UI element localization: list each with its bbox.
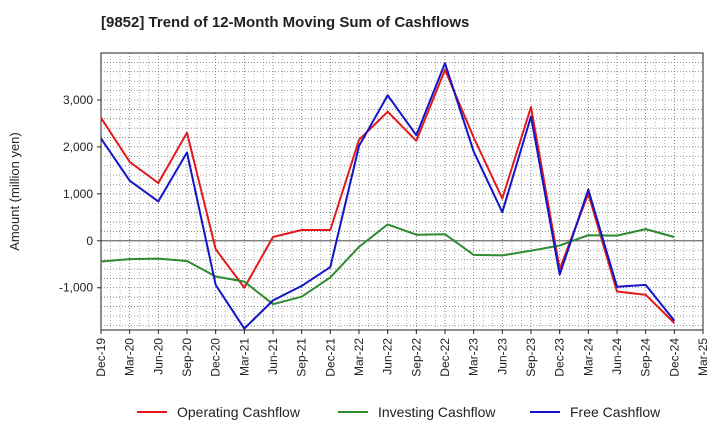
series-line-investing-cashflow <box>100 223 675 306</box>
x-tick-label: Sep-22 <box>409 338 423 377</box>
x-tick-label: Dec-19 <box>94 338 108 377</box>
chart-legend: Operating Cashflow Investing Cashflow Free… <box>0 404 720 426</box>
x-tick-label: Sep-21 <box>295 338 309 377</box>
x-tick-label: Mar-22 <box>352 338 366 376</box>
x-tick-label: Jun-24 <box>610 338 624 375</box>
legend-item: Investing Cashflow <box>338 404 496 420</box>
x-tick-label: Jun-21 <box>266 338 280 375</box>
x-tick-label: Dec-21 <box>323 338 337 377</box>
x-tick-label: Jun-23 <box>495 338 509 375</box>
x-tick-label: Jun-20 <box>151 338 165 375</box>
x-tick-label: Sep-24 <box>639 338 653 377</box>
legend-swatch <box>530 411 560 413</box>
legend-item: Operating Cashflow <box>137 404 300 420</box>
legend-label: Investing Cashflow <box>378 404 496 420</box>
x-tick-label: Dec-23 <box>553 338 567 377</box>
legend-swatch <box>338 411 368 413</box>
y-axis-title: Amount (million yen) <box>7 132 22 251</box>
series-line-free-cashflow <box>100 62 676 330</box>
x-tick-label: Sep-23 <box>524 338 538 377</box>
x-tick-label: Mar-23 <box>467 338 481 376</box>
y-tick-label: 2,000 <box>63 140 93 154</box>
x-tick-label: Mar-25 <box>696 338 710 376</box>
x-tick-label: Sep-20 <box>180 338 194 377</box>
plot-frame <box>100 52 704 331</box>
x-tick-label: Jun-22 <box>381 338 395 375</box>
x-tick-label: Mar-24 <box>581 338 595 376</box>
x-tick-label: Dec-20 <box>209 338 223 377</box>
x-tick-label: Dec-22 <box>438 338 452 377</box>
legend-label: Operating Cashflow <box>177 404 300 420</box>
x-tick-label: Mar-21 <box>237 338 251 376</box>
chart-title: [9852] Trend of 12-Month Moving Sum of C… <box>101 14 470 31</box>
legend-item: Free Cashflow <box>530 404 660 420</box>
x-tick-label: Dec-24 <box>667 338 681 377</box>
y-tick-label: 1,000 <box>63 187 93 201</box>
y-tick-label: 0 <box>86 234 93 248</box>
y-tick-label: -1,000 <box>59 281 93 295</box>
x-tick-label: Mar-20 <box>123 338 137 376</box>
legend-swatch <box>137 411 167 413</box>
legend-label: Free Cashflow <box>570 404 661 420</box>
y-tick-label: 3,000 <box>63 93 93 107</box>
